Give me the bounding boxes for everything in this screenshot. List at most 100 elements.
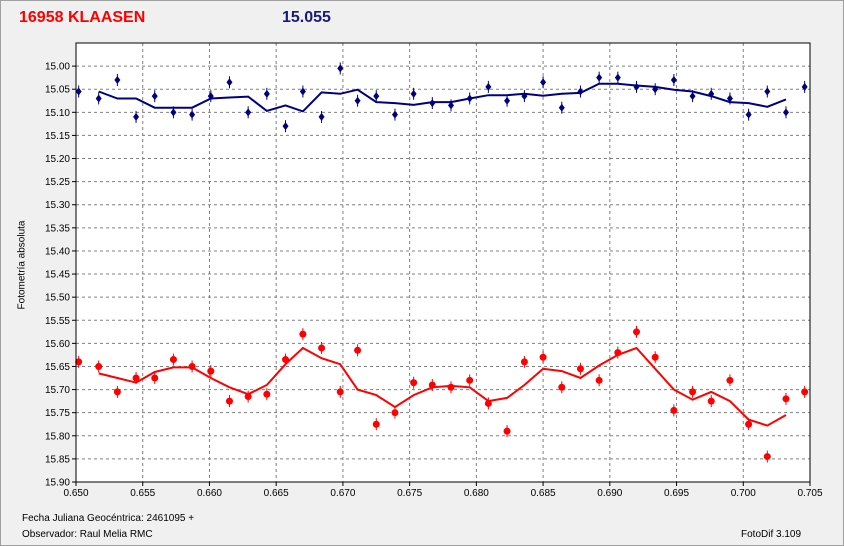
data-point bbox=[113, 388, 121, 396]
data-point bbox=[596, 73, 603, 82]
fit-line bbox=[98, 82, 787, 113]
data-point bbox=[354, 346, 362, 354]
y-tick-label: 15.25 bbox=[45, 177, 70, 188]
data-point bbox=[299, 330, 307, 338]
data-point bbox=[391, 409, 399, 417]
software-version-label: FotoDif 3.109 bbox=[741, 529, 802, 540]
axis-ticks: 0.650 0.655 0.660 0.665 0.670 0.675 0.680 0.685… bbox=[45, 62, 823, 499]
x-tick-label: 0.655 bbox=[130, 488, 155, 499]
x-tick-label: 0.685 bbox=[531, 488, 556, 499]
data-point bbox=[763, 453, 771, 461]
x-tick-label: 0.650 bbox=[63, 488, 88, 499]
y-tick-label: 15.10 bbox=[45, 108, 70, 119]
data-point bbox=[764, 87, 771, 96]
y-tick-label: 15.70 bbox=[45, 385, 70, 396]
data-point bbox=[745, 420, 753, 428]
data-point bbox=[782, 395, 790, 403]
data-point bbox=[595, 376, 603, 384]
data-point bbox=[503, 427, 511, 435]
plot-area bbox=[76, 43, 810, 482]
y-axis-label: Fotometría absoluta bbox=[16, 220, 28, 310]
data-point bbox=[336, 388, 344, 396]
data-point bbox=[114, 75, 121, 84]
data-point bbox=[614, 73, 621, 82]
data-point bbox=[745, 110, 752, 119]
data-point bbox=[614, 349, 622, 357]
data-point bbox=[801, 388, 809, 396]
x-tick-label: 0.665 bbox=[264, 488, 289, 499]
data-point bbox=[707, 397, 715, 405]
x-tick-label: 0.675 bbox=[397, 488, 422, 499]
data-point bbox=[520, 358, 528, 366]
plot-border bbox=[75, 42, 811, 483]
y-tick-label: 15.35 bbox=[45, 223, 70, 234]
observer-label: Observador: Raul Melia RMC bbox=[22, 529, 153, 540]
y-tick-label: 15.80 bbox=[45, 431, 70, 442]
x-tick-label: 0.705 bbox=[797, 488, 822, 499]
data-point bbox=[726, 376, 734, 384]
data-point bbox=[225, 397, 233, 405]
data-point bbox=[391, 110, 398, 119]
data-point bbox=[263, 89, 270, 98]
data-point bbox=[170, 108, 177, 117]
comparison-series bbox=[75, 62, 808, 133]
data-point bbox=[133, 112, 140, 121]
y-tick-label: 15.50 bbox=[45, 293, 70, 304]
data-point bbox=[540, 78, 547, 87]
data-point bbox=[207, 367, 215, 375]
data-point bbox=[429, 99, 436, 108]
data-point bbox=[410, 379, 418, 387]
data-point bbox=[282, 356, 290, 364]
data-point bbox=[726, 94, 733, 103]
data-point bbox=[151, 92, 158, 101]
data-point bbox=[652, 85, 659, 94]
y-tick-label: 15.45 bbox=[45, 270, 70, 281]
y-tick-label: 15.65 bbox=[45, 362, 70, 373]
data-point bbox=[708, 89, 715, 98]
x-tick-label: 0.670 bbox=[330, 488, 355, 499]
data-point bbox=[577, 87, 584, 96]
data-point bbox=[337, 64, 344, 73]
data-point bbox=[782, 108, 789, 117]
data-point bbox=[466, 94, 473, 103]
data-point bbox=[485, 82, 492, 91]
series-layer bbox=[75, 62, 809, 463]
data-point bbox=[558, 103, 565, 112]
y-tick-label: 15.60 bbox=[45, 339, 70, 350]
data-point bbox=[372, 420, 380, 428]
data-point bbox=[484, 399, 492, 407]
data-point bbox=[466, 376, 474, 384]
y-tick-label: 15.30 bbox=[45, 200, 70, 211]
data-point bbox=[558, 383, 566, 391]
data-point bbox=[447, 383, 455, 391]
data-point bbox=[539, 353, 547, 361]
data-point bbox=[354, 96, 361, 105]
data-point bbox=[651, 353, 659, 361]
y-tick-label: 15.40 bbox=[45, 246, 70, 257]
data-point bbox=[521, 92, 528, 101]
x-tick-label: 0.660 bbox=[197, 488, 222, 499]
data-point bbox=[207, 92, 214, 101]
data-point bbox=[448, 101, 455, 110]
data-point bbox=[75, 87, 82, 96]
data-point bbox=[132, 374, 140, 382]
y-tick-label: 15.85 bbox=[45, 454, 70, 465]
x-tick-label: 0.700 bbox=[731, 488, 756, 499]
data-point bbox=[689, 92, 696, 101]
data-point bbox=[263, 390, 271, 398]
y-tick-label: 15.20 bbox=[45, 154, 70, 165]
y-tick-label: 15.05 bbox=[45, 85, 70, 96]
data-point bbox=[801, 82, 808, 91]
data-point bbox=[169, 356, 177, 364]
data-point bbox=[428, 381, 436, 389]
grid bbox=[76, 43, 810, 482]
y-tick-label: 15.00 bbox=[45, 62, 70, 73]
data-point bbox=[670, 75, 677, 84]
data-point bbox=[576, 365, 584, 373]
y-tick-label: 15.90 bbox=[45, 478, 70, 489]
x-tick-label: 0.680 bbox=[464, 488, 489, 499]
data-point bbox=[151, 374, 159, 382]
data-point bbox=[188, 362, 196, 370]
data-point bbox=[226, 78, 233, 87]
